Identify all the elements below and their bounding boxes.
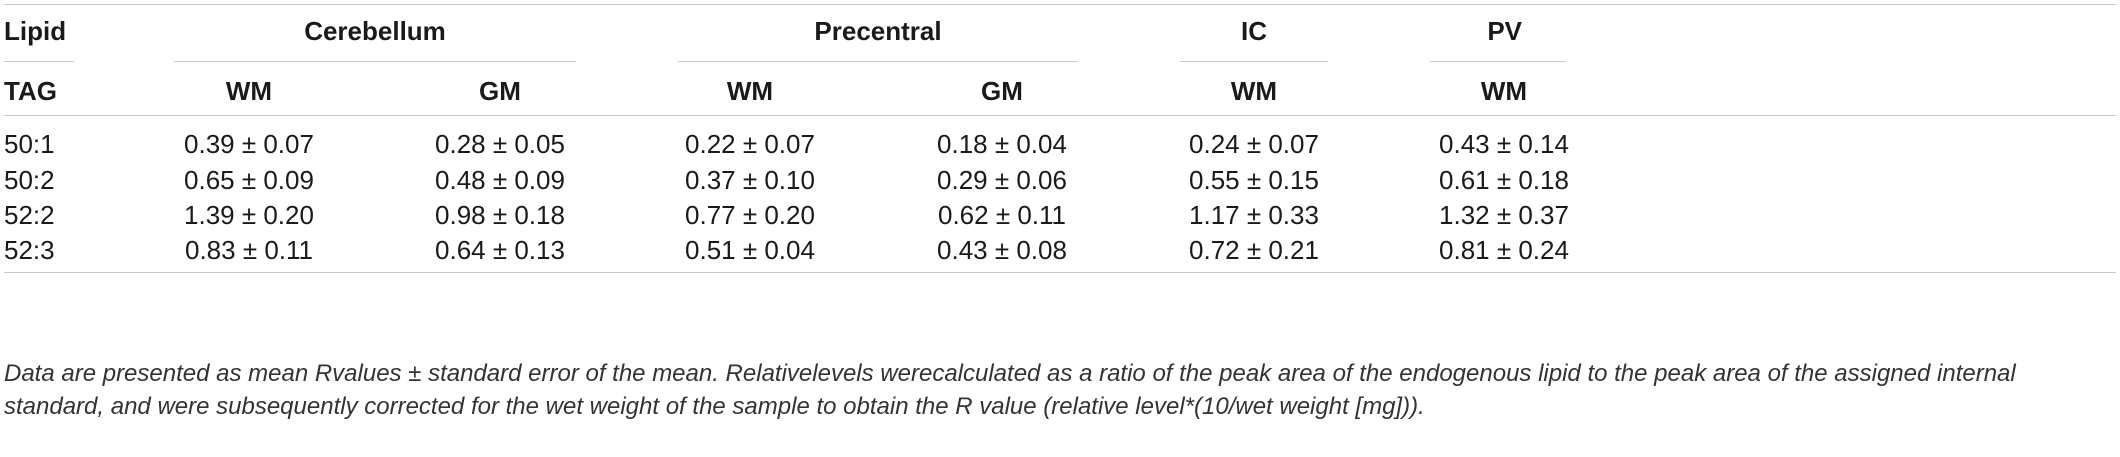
sub-header-ic-wm: WM [1230,76,1278,106]
row-label: 52:2 [4,200,55,230]
sub-header-cerebellum-wm: WM [225,76,273,106]
table-cell: 0.81 ± 0.24 [1439,235,1569,265]
row-label: 50:2 [4,165,55,195]
table-footnote: Data are presented as mean Rvalues ± sta… [4,360,2016,420]
table-cell: 0.72 ± 0.21 [1189,235,1319,265]
header-bottom-rule [4,115,2116,116]
sub-header-pv-wm: WM [1480,76,1528,106]
table-cell: 0.18 ± 0.04 [937,129,1067,159]
ic-underline [1180,61,1328,62]
sub-header-precentral-gm: GM [981,76,1023,106]
col-header-pv: PV [1487,16,1522,46]
table-bottom-rule [4,272,2116,273]
table-top-rule [4,4,2116,5]
pv-underline [1430,61,1566,62]
table-cell: 0.55 ± 0.15 [1189,165,1319,195]
table-cell: 0.43 ± 0.08 [937,235,1067,265]
precentral-underline [678,61,1078,62]
col-header-cerebellum: Cerebellum [304,16,446,46]
table-cell: 0.24 ± 0.07 [1189,129,1319,159]
table-cell: 0.83 ± 0.11 [185,235,313,265]
col-header-lipid: Lipid [4,16,67,46]
lipid-underline [4,61,74,62]
row-label: 50:1 [4,129,55,159]
table-cell: 0.43 ± 0.14 [1439,129,1569,159]
table-cell: 0.29 ± 0.06 [937,165,1067,195]
table-cell: 0.98 ± 0.18 [435,200,565,230]
cerebellum-underline [174,61,576,62]
table-cell: 0.37 ± 0.10 [685,165,815,195]
table-cell: 0.62 ± 0.11 [938,200,1066,230]
table-cell: 0.39 ± 0.07 [184,129,314,159]
table-cell: 1.17 ± 0.33 [1189,200,1319,230]
table-cell: 0.61 ± 0.18 [1439,165,1569,195]
col-header-ic: IC [1241,16,1267,46]
sub-header-tag: TAG [4,76,57,106]
row-label: 52:3 [4,235,55,265]
table-cell: 0.65 ± 0.09 [184,165,314,195]
col-header-precentral: Precentral [814,16,942,46]
table-cell: 0.28 ± 0.05 [435,129,565,159]
table-cell: 0.51 ± 0.04 [685,235,815,265]
table-cell: 0.64 ± 0.13 [435,235,565,265]
table-cell: 1.39 ± 0.20 [184,200,314,230]
table-cell: 0.77 ± 0.20 [685,200,815,230]
sub-header-cerebellum-gm: GM [479,76,521,106]
table-cell: 0.22 ± 0.07 [685,129,815,159]
table-cell: 0.48 ± 0.09 [435,165,565,195]
table-cell: 1.32 ± 0.37 [1439,200,1569,230]
sub-header-precentral-wm: WM [726,76,774,106]
